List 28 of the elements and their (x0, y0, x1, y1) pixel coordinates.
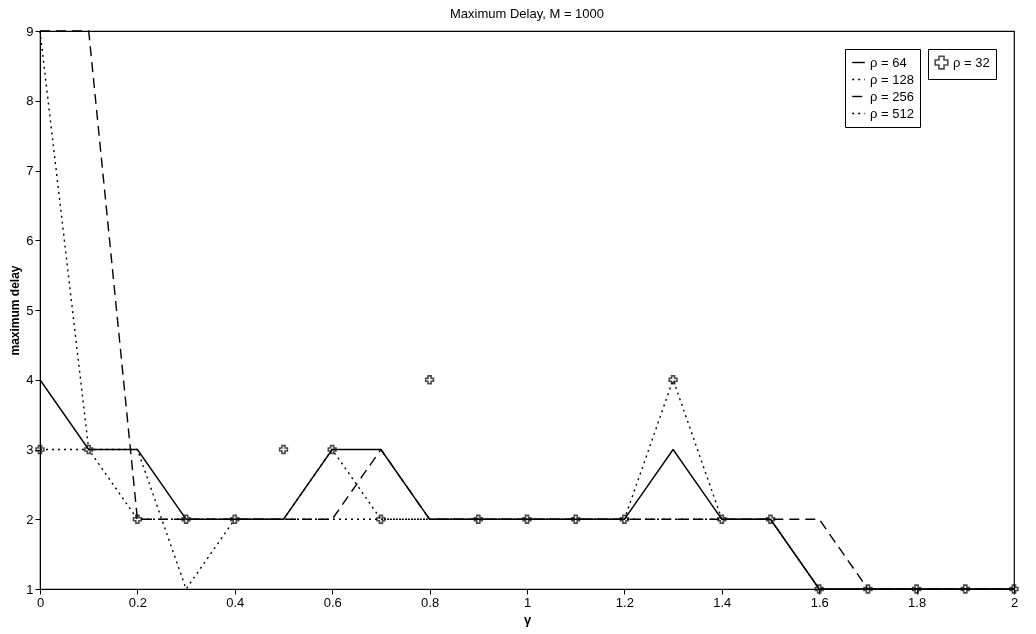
y-tick-label: 5 (26, 302, 34, 318)
x-tick-label: 1.8 (908, 594, 927, 610)
legend-label: ρ = 32 (953, 54, 990, 70)
y-tick-label: 7 (26, 163, 34, 178)
x-tick-label: 0.8 (421, 594, 440, 610)
y-tick-label: 3 (26, 442, 34, 457)
y-tick-label: 8 (26, 93, 34, 109)
x-tick-label: 0 (36, 594, 45, 610)
y-axis-title: maximum delay (8, 265, 23, 356)
y-tick-label: 4 (26, 372, 34, 388)
x-tick-label: 0.4 (226, 594, 245, 610)
legend-label: ρ = 64 (870, 54, 907, 70)
y-tick-label: 6 (26, 232, 34, 248)
legend-label: ρ = 256 (870, 88, 914, 104)
x-axis-title: γ (523, 611, 532, 627)
x-tick-label: 1.6 (810, 594, 829, 610)
x-tick-label: 0.6 (323, 594, 342, 610)
y-tick-label: 2 (26, 511, 34, 527)
x-tick-label: 2 (1010, 594, 1019, 610)
y-tick-label: 9 (26, 23, 34, 39)
chart-title: Maximum Delay, M = 1000 (449, 6, 605, 21)
legend-label: ρ = 128 (870, 71, 914, 87)
legend-label: ρ = 512 (870, 105, 914, 121)
x-tick-label: 1 (523, 594, 532, 610)
y-tick-label: 1 (26, 581, 34, 597)
x-tick-label: 0.2 (128, 594, 147, 610)
x-tick-label: 1.4 (713, 594, 732, 610)
x-tick-label: 1.2 (615, 594, 634, 610)
